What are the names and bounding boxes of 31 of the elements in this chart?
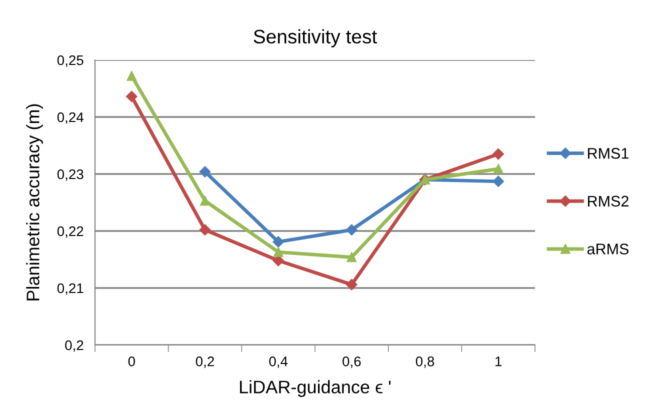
point: [346, 278, 358, 290]
point: [200, 196, 210, 206]
point: [493, 164, 504, 174]
y-tick-label: 0,22: [57, 226, 84, 238]
x-axis-title: LiDAR-guidance ϵ ': [240, 380, 391, 397]
x-tick-label: 0,2: [196, 356, 214, 368]
point: [199, 224, 211, 236]
x-tick-label: 0,6: [342, 356, 361, 368]
y-tick-label: 0,25: [57, 55, 84, 67]
x-tick-label: 1: [496, 356, 502, 366]
point: [492, 176, 504, 188]
point: [346, 252, 357, 262]
point: [346, 224, 358, 236]
point: [126, 71, 137, 81]
legend-label: aRMS: [587, 244, 629, 254]
x-tick-label: 0,4: [269, 356, 288, 368]
y-tick-label: 0,24: [57, 112, 84, 124]
point: [492, 148, 504, 160]
y-tick-label: 0,2: [65, 340, 84, 352]
point: [199, 166, 211, 178]
legend-label: RMS1: [588, 148, 628, 159]
y-tick-label: 0,21: [57, 283, 84, 295]
point: [126, 90, 138, 102]
x-tick-label: 0,8: [416, 356, 434, 368]
legend-label: RMS2: [588, 196, 628, 207]
x-tick-label: 0: [128, 356, 135, 366]
y-axis-title: Planimetric accuracy (m): [26, 104, 43, 300]
point: [272, 236, 284, 248]
y-tick-label: 0,23: [57, 169, 84, 181]
chart-title: Sensitivity test: [254, 29, 377, 48]
point: [273, 247, 284, 257]
